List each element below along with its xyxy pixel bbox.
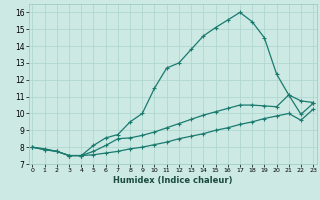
X-axis label: Humidex (Indice chaleur): Humidex (Indice chaleur)	[113, 176, 233, 185]
